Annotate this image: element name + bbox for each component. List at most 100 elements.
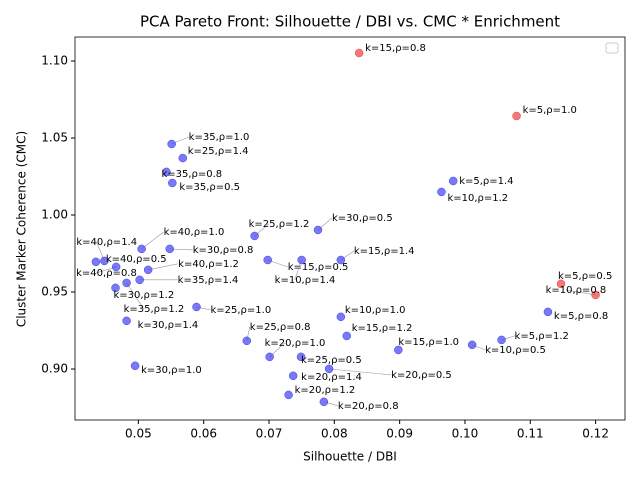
point — [168, 178, 177, 188]
point-annotation: k=40,ρ=0.8 — [76, 268, 137, 279]
point-annotation: k=30,ρ=0.5 — [332, 213, 393, 224]
point-annotation: k=25,ρ=1.2 — [249, 219, 310, 230]
annotation-leader — [565, 289, 596, 296]
point-annotation: k=35,ρ=1.2 — [124, 304, 185, 315]
y-tick-label: 0.95 — [41, 285, 68, 299]
point — [448, 176, 458, 186]
point — [336, 255, 346, 265]
point — [497, 335, 506, 345]
point-annotation: k=25,ρ=0.8 — [250, 322, 311, 333]
point — [342, 331, 351, 341]
point — [250, 231, 259, 241]
point-annotation: k=15,ρ=1.2 — [352, 323, 413, 334]
point-annotation: k=35,ρ=0.8 — [161, 169, 222, 180]
point — [512, 111, 521, 121]
point — [313, 225, 323, 235]
point-annotation: k=10,ρ=1.0 — [345, 305, 406, 316]
point — [324, 364, 334, 374]
point — [122, 278, 131, 288]
legend-box — [605, 42, 619, 54]
point — [167, 139, 176, 149]
point — [556, 279, 566, 289]
point-annotation: k=15,ρ=1.4 — [354, 246, 415, 257]
point-annotation: k=40,ρ=1.0 — [164, 227, 225, 238]
point-annotation: k=30,ρ=0.8 — [193, 245, 254, 256]
x-tick-label: 0.06 — [190, 427, 217, 441]
point — [297, 255, 306, 265]
point — [288, 371, 298, 381]
point — [178, 153, 188, 163]
y-tick-label: 0.90 — [41, 362, 68, 376]
point — [336, 312, 346, 322]
point — [137, 244, 146, 254]
x-tick-label: 0.05 — [125, 427, 152, 441]
point — [165, 244, 174, 254]
point-annotation: k=25,ρ=1.4 — [188, 146, 249, 157]
x-tick-label: 0.07 — [256, 427, 283, 441]
point-annotation: k=40,ρ=1.2 — [178, 259, 239, 270]
point-annotation: k=10,ρ=0.8 — [546, 285, 607, 296]
point-annotation: k=20,ρ=0.8 — [338, 401, 399, 412]
point-annotation: k=10,ρ=1.2 — [447, 193, 508, 204]
point-annotation: k=35,ρ=1.0 — [189, 132, 250, 143]
point — [296, 352, 306, 362]
x-tick-label: 0.11 — [517, 427, 544, 441]
point — [130, 361, 140, 371]
x-axis-label: Silhouette / DBI — [303, 450, 397, 464]
x-tick-label: 0.10 — [452, 427, 479, 441]
point-annotation: k=30,ρ=1.4 — [138, 320, 199, 331]
point-annotation: k=20,ρ=1.0 — [265, 338, 326, 349]
point — [192, 302, 201, 312]
point-annotation: k=10,ρ=0.5 — [485, 345, 546, 356]
point-annotation: k=5,ρ=1.4 — [459, 176, 513, 187]
plot-frame — [74, 36, 626, 421]
point — [394, 345, 403, 355]
annotation-leader — [148, 263, 179, 271]
y-tick-label: 1.05 — [41, 131, 68, 145]
point-annotation: k=5,ρ=1.0 — [523, 105, 577, 116]
y-tick-label: 1.10 — [41, 54, 68, 68]
point — [319, 397, 329, 407]
point-annotation: k=35,ρ=0.5 — [179, 182, 240, 193]
point — [100, 256, 109, 266]
point-annotation: k=30,ρ=1.2 — [113, 290, 174, 301]
chart-title: PCA Pareto Front: Silhouette / DBI vs. C… — [140, 13, 560, 31]
point — [354, 48, 364, 58]
point-annotation: k=25,ρ=0.5 — [301, 355, 362, 366]
point-annotation: k=5,ρ=1.2 — [515, 331, 569, 342]
point-annotation: k=15,ρ=1.0 — [398, 337, 459, 348]
point-annotation: k=15,ρ=0.5 — [288, 262, 349, 273]
point — [284, 390, 293, 400]
point — [242, 336, 252, 346]
point-annotation: k=30,ρ=1.0 — [141, 365, 202, 376]
point — [111, 262, 121, 272]
point-annotation: k=5,ρ=0.8 — [554, 311, 608, 322]
annotation-leader — [141, 231, 164, 250]
point — [437, 187, 446, 197]
point — [263, 255, 272, 265]
x-tick-label: 0.12 — [582, 427, 609, 441]
point — [162, 167, 171, 177]
point-annotation: k=20,ρ=1.4 — [301, 372, 362, 383]
point — [143, 265, 153, 275]
annotation-leader — [126, 282, 144, 310]
point — [467, 340, 477, 350]
point — [122, 316, 131, 326]
point-annotation: k=40,ρ=1.4 — [76, 237, 137, 248]
point — [111, 283, 120, 293]
point-annotation: k=35,ρ=1.4 — [178, 275, 239, 286]
point-annotation: k=15,ρ=0.8 — [365, 43, 426, 54]
point-annotation: k=40,ρ=0.5 — [106, 254, 167, 265]
point — [543, 307, 553, 317]
point-annotation: k=25,ρ=1.0 — [210, 305, 271, 316]
point — [591, 290, 600, 300]
point — [265, 352, 274, 362]
point-annotation: k=5,ρ=0.5 — [558, 271, 612, 282]
point-annotation: k=20,ρ=0.5 — [391, 370, 452, 381]
y-axis-label: Cluster Marker Coherence (CMC) — [15, 131, 29, 327]
x-tick-label: 0.08 — [321, 427, 348, 441]
y-tick-label: 1.00 — [41, 208, 68, 222]
point — [135, 275, 144, 285]
annotation-leader — [329, 368, 392, 376]
